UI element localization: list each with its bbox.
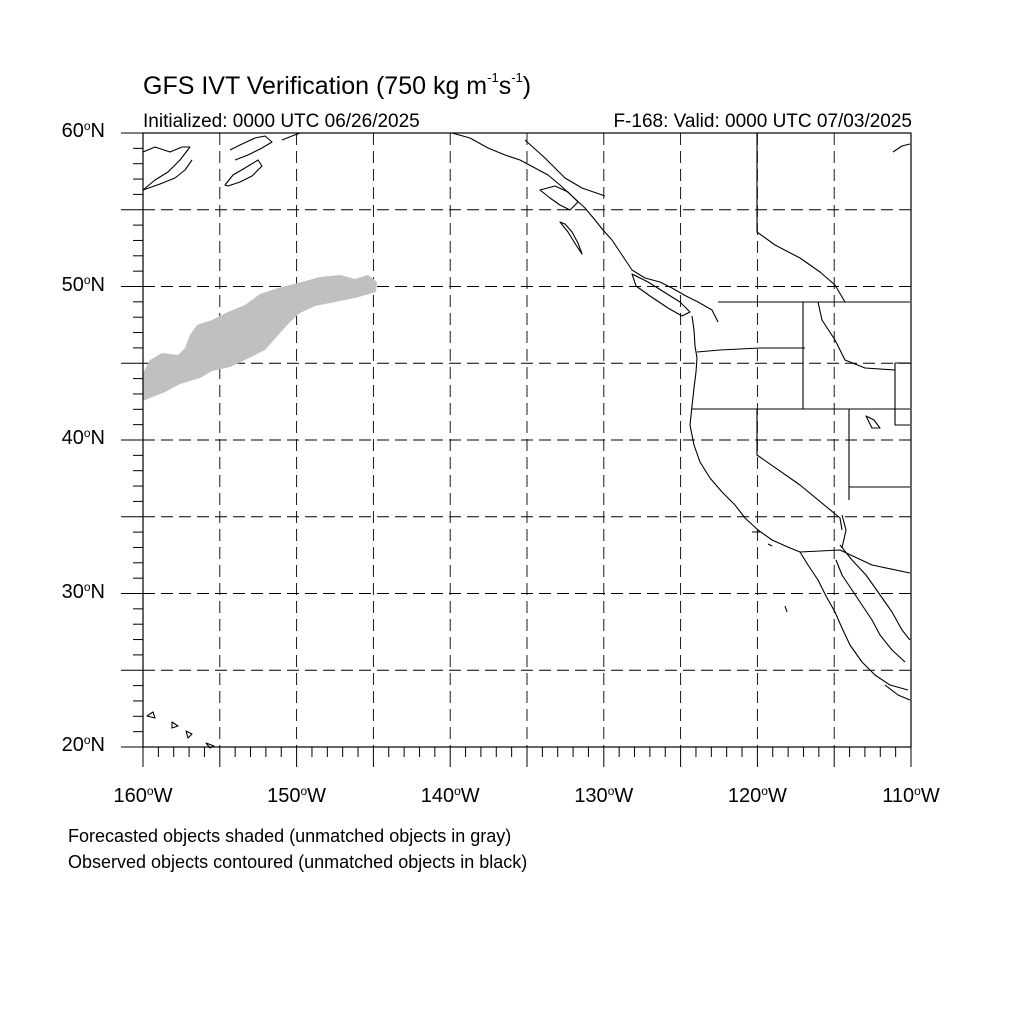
arizona-west-border xyxy=(841,514,847,549)
mainland-mexico-coast xyxy=(839,544,911,641)
lat-label: 50oN xyxy=(61,272,105,296)
bc-alberta-border xyxy=(756,133,846,303)
lon-label: 110oW xyxy=(882,784,940,807)
channel-islands xyxy=(752,531,788,613)
alaska-canada-border xyxy=(524,139,606,197)
lon-label: 150oW xyxy=(267,784,327,807)
washington-coast xyxy=(691,315,698,359)
idaho-montana-border xyxy=(817,301,896,371)
baja-east-coast xyxy=(835,559,906,663)
lat-label: 20oN xyxy=(61,733,105,756)
forecast-object-shaded xyxy=(143,275,377,401)
baja-west-coast xyxy=(799,551,909,691)
graticule-grid xyxy=(143,133,911,747)
coastlines-and-borders xyxy=(142,132,911,749)
california-north-coast xyxy=(689,405,736,506)
forecast-legend-note: Forecasted objects shaded (unmatched obj… xyxy=(68,826,512,846)
map-frame xyxy=(142,132,912,748)
lat-label: 30oN xyxy=(61,579,105,603)
kenai-coast xyxy=(229,135,273,161)
lat-label: 40oN xyxy=(61,426,105,449)
valid-time: F-168: Valid: 0000 UTC 07/03/2025 xyxy=(613,111,912,132)
gulf-of-alaska-coast xyxy=(281,132,301,141)
washington-oregon-border xyxy=(696,347,805,353)
panhandle-coast xyxy=(451,132,613,241)
vancouver-island xyxy=(631,273,691,317)
kodiak-coast xyxy=(224,159,263,187)
us-mexico-border xyxy=(799,549,911,574)
montana-wyoming-box xyxy=(894,362,910,426)
initialized-time: Initialized: 0000 UTC 06/26/2025 xyxy=(143,111,420,132)
california-south-coast xyxy=(734,504,801,553)
panhandle-islands xyxy=(539,185,579,211)
california-nevada-border xyxy=(756,409,843,531)
lat-label: 60oN xyxy=(61,119,105,142)
chart-title: GFS IVT Verification (750 kg m-1s-1) xyxy=(143,70,532,100)
lon-label: 140oW xyxy=(420,784,480,807)
bc-coast xyxy=(611,239,719,323)
alaska-peninsula-coast xyxy=(142,146,191,191)
axis-ticks xyxy=(121,132,912,767)
lon-label: 120oW xyxy=(727,784,787,807)
hudson-coast-ne xyxy=(892,143,911,153)
great-salt-lake xyxy=(865,415,881,429)
observed-legend-note: Observed objects contoured (unmatched ob… xyxy=(68,852,528,872)
haida-gwaii xyxy=(559,221,583,255)
lon-label: 160oW xyxy=(113,784,173,807)
mexico-south-coast xyxy=(884,684,911,701)
hawaii-islands xyxy=(146,711,215,749)
alaska-peninsula-south-coast xyxy=(142,159,193,191)
oregon-coast xyxy=(691,357,698,407)
lon-label: 130oW xyxy=(574,784,634,807)
